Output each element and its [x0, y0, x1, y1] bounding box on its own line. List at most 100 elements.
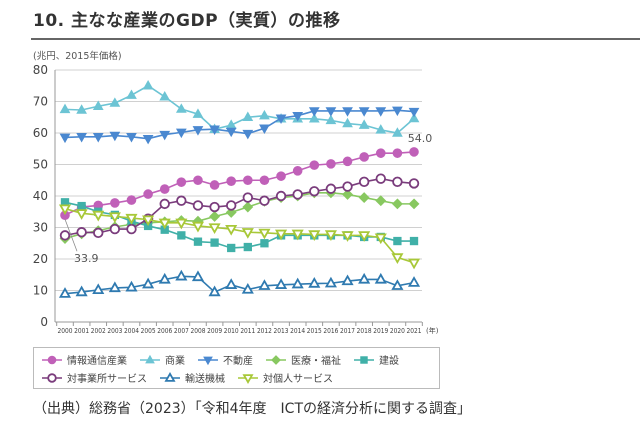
data-point [242, 201, 254, 213]
data-point [75, 209, 88, 220]
data-point [126, 89, 137, 99]
annotations: 33.9 54.0 [64, 132, 433, 265]
data-point [92, 210, 105, 222]
legend-item: 商業 [139, 352, 185, 367]
data-point [92, 100, 104, 110]
y-tick-label: 30 [33, 221, 48, 235]
x-axis-label: (年) [426, 326, 439, 335]
x-tick-label: 2019 [373, 327, 388, 335]
data-point [241, 283, 254, 294]
x-tick-label: 2020 [390, 327, 405, 335]
series-7 [58, 204, 421, 270]
data-point [409, 147, 419, 157]
data-point [92, 283, 105, 294]
data-point [109, 97, 121, 107]
data-point [342, 188, 353, 200]
data-point [126, 223, 137, 235]
data-point [109, 131, 121, 142]
data-point [275, 190, 287, 202]
legend-marker [164, 371, 176, 382]
series-line [64, 109, 415, 140]
legend-item: 対事業所サービス [41, 370, 147, 385]
x-tick-label: 2001 [74, 327, 89, 335]
x-tick-label: 2009 [207, 327, 222, 335]
y-tick-label: 40 [33, 189, 48, 203]
data-point [126, 195, 137, 205]
data-point [274, 278, 288, 289]
data-point [409, 236, 419, 246]
series-line [64, 207, 415, 264]
data-point [242, 111, 254, 121]
y-tick-label: 10 [33, 284, 48, 298]
legend-marker [47, 355, 57, 364]
data-point [175, 269, 188, 281]
data-point [391, 198, 403, 210]
legend-item: 医療・福祉 [265, 352, 341, 367]
data-point [159, 91, 171, 101]
data-point [142, 134, 154, 145]
x-tick-label: 2010 [224, 327, 239, 335]
data-point [292, 189, 303, 200]
data-point [225, 206, 237, 218]
data-point [108, 281, 121, 293]
data-point [274, 229, 288, 241]
data-point [109, 223, 121, 235]
data-point [108, 212, 121, 224]
data-point [191, 221, 205, 233]
x-tick-label: 2015 [307, 327, 322, 335]
data-point [358, 231, 371, 242]
data-point [225, 224, 238, 236]
data-point [341, 231, 354, 242]
data-point [325, 107, 337, 117]
data-point [342, 181, 353, 192]
legend-marker-icon [266, 354, 286, 365]
data-point [308, 230, 321, 241]
data-point [324, 230, 337, 241]
data-point [259, 124, 270, 135]
data-point [159, 130, 171, 141]
legend-item: 不動産 [197, 352, 253, 367]
data-point [391, 253, 404, 264]
data-point [158, 218, 171, 230]
legend-item: 輸送機械 [159, 370, 225, 385]
legend-marker-icon [42, 355, 62, 364]
x-tick-label: 2007 [174, 327, 189, 335]
legend-marker [360, 355, 368, 364]
data-point [209, 180, 220, 190]
data-point [243, 175, 253, 186]
data-point [309, 160, 320, 170]
data-point [191, 270, 205, 282]
data-point [258, 228, 271, 240]
data-point [227, 243, 236, 253]
data-point [243, 242, 252, 252]
legend-marker-icon [140, 354, 160, 363]
data-point [177, 231, 186, 240]
x-tick-label: 2016 [323, 327, 338, 335]
data-point [276, 171, 286, 181]
y-tick-label: 0 [40, 315, 48, 329]
data-point [76, 104, 87, 114]
data-point [392, 148, 403, 158]
y-axis-ticks: 0 10 20 30 40 50 60 70 80 [33, 63, 48, 329]
data-point [375, 124, 387, 134]
data-point [142, 277, 155, 289]
legend-marker [242, 373, 254, 384]
legend-label: 情報通信産業 [67, 356, 127, 367]
legend-marker-icon [354, 355, 374, 364]
data-point [359, 152, 369, 162]
data-point [209, 201, 220, 213]
data-point [325, 183, 337, 194]
x-tick-label: 2017 [340, 327, 355, 335]
data-point [159, 184, 170, 194]
data-point [292, 111, 304, 122]
data-point [326, 159, 336, 169]
y-tick-label: 50 [33, 158, 48, 172]
y-axis-unit-label: (兆円、2015年価格) [33, 51, 122, 62]
legend-label: 医療・福祉 [291, 356, 341, 367]
legend-marker-icon [160, 371, 180, 382]
data-point [408, 198, 420, 210]
data-point [392, 106, 403, 117]
legend-marker-icon [238, 373, 258, 384]
annotation-label: 54.0 [408, 132, 433, 145]
data-point [125, 213, 138, 225]
